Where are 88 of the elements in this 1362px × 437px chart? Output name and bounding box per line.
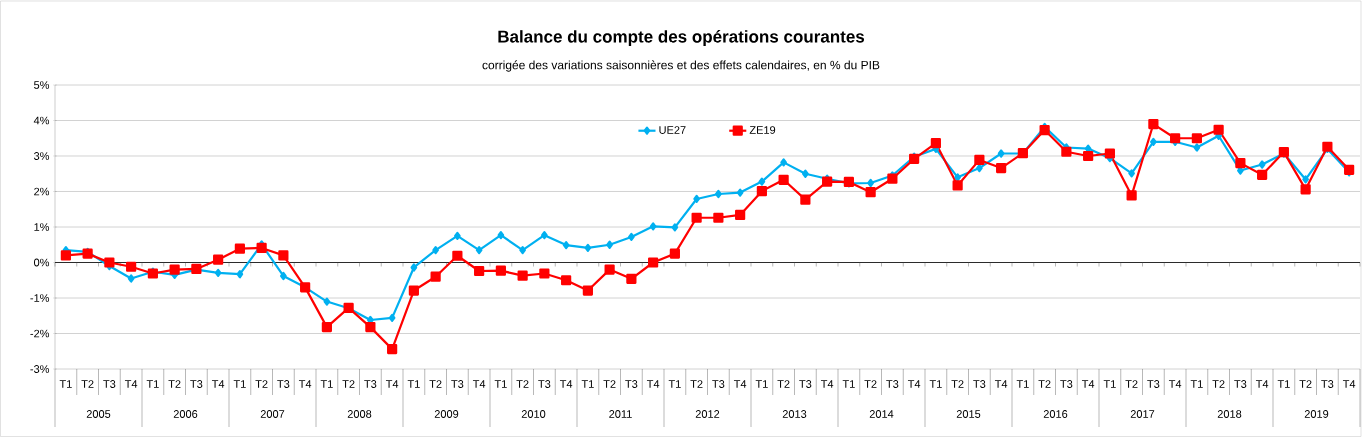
x-tick-label: T3 xyxy=(712,380,725,388)
x-tick-label: T1 xyxy=(668,380,681,388)
y-tick-label: 1% xyxy=(34,223,50,231)
legend-label: UE27 xyxy=(659,126,686,134)
text: 2015 xyxy=(956,410,981,418)
x-tick-label: T2 xyxy=(690,380,703,388)
x-tick-label: T3 xyxy=(277,380,290,388)
text: 2012 xyxy=(695,410,720,418)
x-tick-label: T4 xyxy=(385,380,399,388)
x-tick-label: T1 xyxy=(842,380,855,388)
x-tick-label: T2 xyxy=(603,380,616,388)
text: 2009 xyxy=(434,410,459,418)
x-tick-label: T4 xyxy=(994,380,1008,388)
x-tick-label: T4 xyxy=(1342,380,1356,388)
x-tick-label: T2 xyxy=(429,380,442,388)
x-tick-label: T1 xyxy=(233,380,246,388)
text: 2007 xyxy=(260,410,285,418)
text: 2019 xyxy=(1304,410,1329,418)
x-tick-label: T3 xyxy=(364,380,377,388)
text: 2008 xyxy=(347,410,372,418)
x-tick-label: T4 xyxy=(646,380,660,388)
x-tick-label: T2 xyxy=(1299,380,1312,388)
x-tick-label: T1 xyxy=(146,380,159,388)
x-tick-label: T3 xyxy=(1147,380,1160,388)
x-tick-label: T1 xyxy=(1277,380,1290,388)
x-tick-label: T3 xyxy=(886,380,899,388)
x-tick-label: T1 xyxy=(581,380,594,388)
text: 2013 xyxy=(782,410,807,418)
x-tick-label: T4 xyxy=(820,380,834,388)
x-tick-label: T1 xyxy=(1190,380,1203,388)
x-tick-label: T3 xyxy=(799,380,812,388)
x-tick-label: T3 xyxy=(538,380,551,388)
x-tick-label: T1 xyxy=(1016,380,1029,388)
x-tick-label: T3 xyxy=(973,380,986,388)
x-tick-label: T2 xyxy=(1212,380,1225,388)
x-tick-label: T3 xyxy=(103,380,116,388)
x-tick-label: T2 xyxy=(951,380,964,388)
x-tick-label: T3 xyxy=(190,380,203,388)
text: 2018 xyxy=(1217,410,1242,418)
x-tick-label: T1 xyxy=(407,380,420,388)
x-tick-label: T4 xyxy=(559,380,573,388)
x-tick-label: T3 xyxy=(1234,380,1247,388)
x-tick-label: T3 xyxy=(451,380,464,388)
text: 2006 xyxy=(173,410,198,418)
y-tick-label: -1% xyxy=(30,294,50,302)
x-tick-label: T4 xyxy=(298,380,312,388)
text: 2010 xyxy=(521,410,546,418)
x-tick-label: T4 xyxy=(1081,380,1095,388)
y-tick-label: 0% xyxy=(34,258,50,267)
chart-subtitle: corrigée des variations saisonnières et des effets calendaires, en % du PIB xyxy=(482,60,880,72)
x-tick-label: T2 xyxy=(1125,380,1138,388)
y-tick-label: -3% xyxy=(30,365,50,373)
x-tick-label: T4 xyxy=(472,380,486,388)
x-tick-label: T2 xyxy=(81,380,94,388)
x-tick-label: T2 xyxy=(864,380,877,388)
x-tick-label: T4 xyxy=(907,380,921,388)
y-tick-label: 2% xyxy=(34,187,50,196)
x-tick-label: T4 xyxy=(124,380,138,388)
y-tick-label: 5% xyxy=(34,81,50,89)
x-tick-label: T1 xyxy=(320,380,333,388)
x-tick-label: T3 xyxy=(1321,380,1334,388)
x-tick-label: T4 xyxy=(733,380,747,388)
x-tick-label: T2 xyxy=(1038,380,1051,388)
y-tick-label: 3% xyxy=(34,152,50,160)
y-tick-label: -2% xyxy=(30,329,50,338)
x-tick-label: T1 xyxy=(59,380,72,388)
x-tick-label: T1 xyxy=(1103,380,1116,388)
legend-label: ZE19 xyxy=(749,126,776,134)
x-tick-label: T2 xyxy=(516,380,529,388)
x-tick-label: T4 xyxy=(1255,380,1269,388)
y-tick-label: 4% xyxy=(33,116,50,125)
text: 2016 xyxy=(1043,410,1068,418)
x-tick-label: T2 xyxy=(168,380,181,388)
text: 2011 xyxy=(609,410,632,418)
x-tick-label: T2 xyxy=(255,380,268,388)
text: 2005 xyxy=(86,410,111,418)
x-tick-label: T1 xyxy=(755,380,768,388)
x-tick-label: T2 xyxy=(342,380,355,388)
x-tick-label: T4 xyxy=(211,380,225,388)
text: 2014 xyxy=(869,410,894,418)
x-tick-label: T2 xyxy=(777,380,790,388)
x-tick-label: T3 xyxy=(1060,380,1073,388)
x-tick-label: T4 xyxy=(1168,380,1182,388)
x-tick-label: T1 xyxy=(929,380,942,388)
x-tick-label: T1 xyxy=(494,380,507,388)
text: 2017 xyxy=(1130,410,1155,418)
x-tick-label: T3 xyxy=(625,380,638,388)
chart-title: Balance du compte des opérations courantes xyxy=(498,30,865,46)
